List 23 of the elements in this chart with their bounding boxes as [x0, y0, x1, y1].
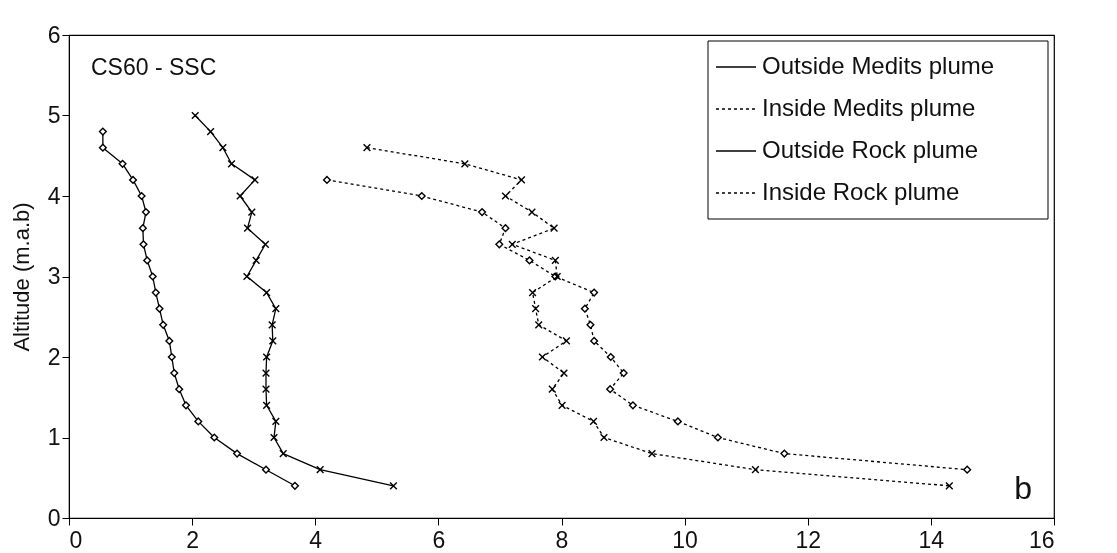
x-tick-label: 2 [186, 526, 200, 553]
annotation: CS60 - SSC [91, 54, 217, 80]
y-tick-label: 4 [47, 182, 61, 209]
annotation: b [1014, 470, 1032, 506]
x-tick-label: 14 [918, 526, 945, 553]
y-tick-label: 5 [47, 102, 61, 128]
y-tick-label: 1 [47, 424, 61, 450]
y-tick-label: 0 [47, 504, 61, 531]
x-tick-label: 10 [672, 526, 698, 553]
x-tick-label: 8 [555, 526, 569, 553]
legend-label: Inside Medits plume [762, 94, 976, 121]
legend-label: Outside Rock plume [762, 136, 979, 163]
y-axis-title: Altitude (m.a.b) [8, 202, 34, 352]
x-tick-label: 6 [432, 526, 446, 553]
y-tick-label: 2 [47, 343, 61, 370]
x-tick-label: 12 [795, 526, 822, 553]
x-tick-label: 0 [69, 526, 83, 553]
x-tick-label: 4 [309, 526, 323, 553]
y-tick-label: 3 [47, 263, 61, 289]
legend-label: Outside Medits plume [762, 52, 995, 79]
x-tick-label: 16 [1028, 526, 1055, 553]
y-tick-label: 6 [47, 21, 61, 48]
legend-label: Inside Rock plume [762, 178, 960, 205]
